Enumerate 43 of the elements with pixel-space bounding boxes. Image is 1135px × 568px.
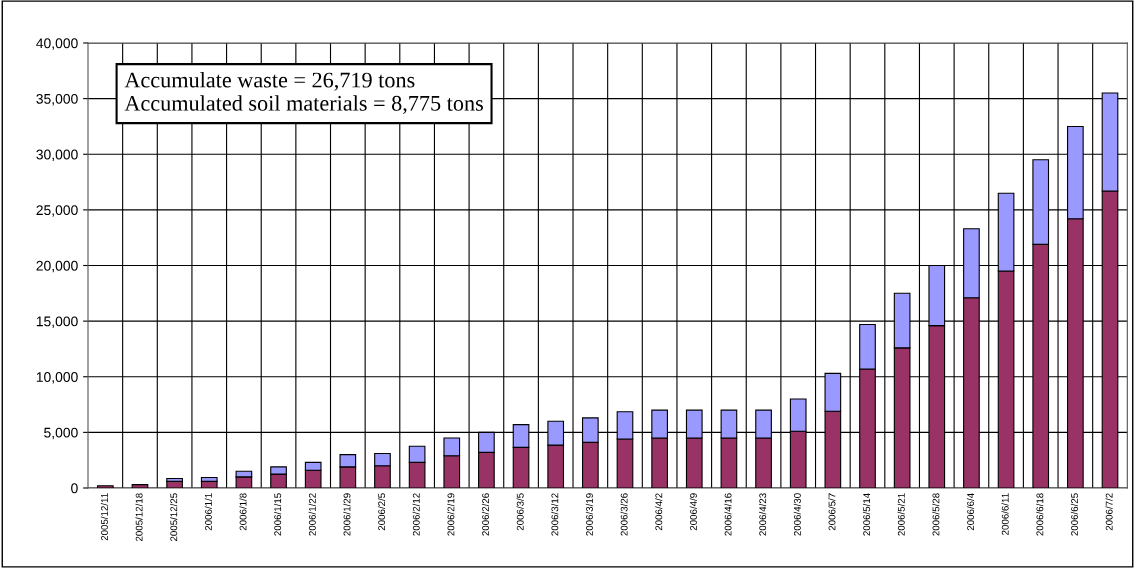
x-tick-label: 2006/3/26	[620, 493, 628, 536]
x-tick-label: 2005/12/18	[135, 493, 143, 542]
x-tick-label: 2005/12/25	[170, 493, 178, 542]
x-tick-label: 2005/12/11	[100, 493, 108, 541]
x-tick-label: 2006/4/2	[655, 493, 663, 531]
x-tick-label: 2006/5/14	[862, 493, 871, 536]
x-tick-label: 2006/1/1	[204, 493, 212, 531]
x-tick-label: 2006/7/2	[1105, 493, 1113, 531]
x-tick-label: 2006/1/15	[274, 493, 282, 536]
x-tick-label: 2006/2/12	[412, 493, 420, 536]
x-tick-label: 2006/4/23	[759, 493, 767, 536]
x-tick-label: 2006/2/5	[377, 493, 386, 531]
x-tick-label: 2006/3/19	[585, 493, 593, 536]
x-tick-label: 2006/2/26	[481, 493, 490, 536]
x-tick-label: 2006/6/4	[966, 493, 975, 531]
x-tick-label: 2006/3/5	[516, 493, 524, 531]
y-tick-label: 0	[71, 483, 78, 494]
y-tick-label: 40,000	[36, 38, 78, 50]
y-tick-label: 5,000	[44, 427, 78, 440]
x-tick-label: 2006/6/25	[1070, 493, 1078, 536]
x-tick-label: 2006/5/28	[932, 493, 940, 536]
x-tick-label: 2006/4/16	[724, 493, 732, 536]
x-tick-label: 2006/3/12	[551, 493, 559, 536]
y-tick-label: 25,000	[36, 205, 78, 217]
x-tick-label: 2006/6/18	[1036, 493, 1044, 536]
annotation: Accumulate waste = 26,719 tons	[124, 71, 415, 91]
x-tick-label: 2006/6/11	[1001, 493, 1009, 535]
x-tick-label: 2006/1/8	[239, 493, 247, 531]
y-tick-label: 30,000	[36, 149, 78, 162]
y-tick-label: 10,000	[36, 372, 78, 384]
bar	[96, 485, 114, 488]
bar	[131, 484, 149, 488]
x-tick-label: 2006/5/21	[897, 493, 905, 536]
y-tick-label: 15,000	[36, 316, 78, 328]
x-tick-label: 2006/4/30	[793, 493, 801, 536]
annotation: Accumulated soil materials = 8,775 tons	[124, 95, 483, 114]
x-tick-label: 2006/1/29	[343, 493, 351, 536]
x-tick-label: 2006/5/7	[828, 493, 836, 531]
x-tick-label: 2006/4/9	[689, 493, 697, 531]
y-tick-label: 20,000	[36, 260, 78, 273]
y-tick-label: 35,000	[36, 93, 78, 106]
x-tick-label: 2006/1/22	[308, 493, 316, 536]
x-tick-label: 2006/2/19	[447, 493, 455, 536]
